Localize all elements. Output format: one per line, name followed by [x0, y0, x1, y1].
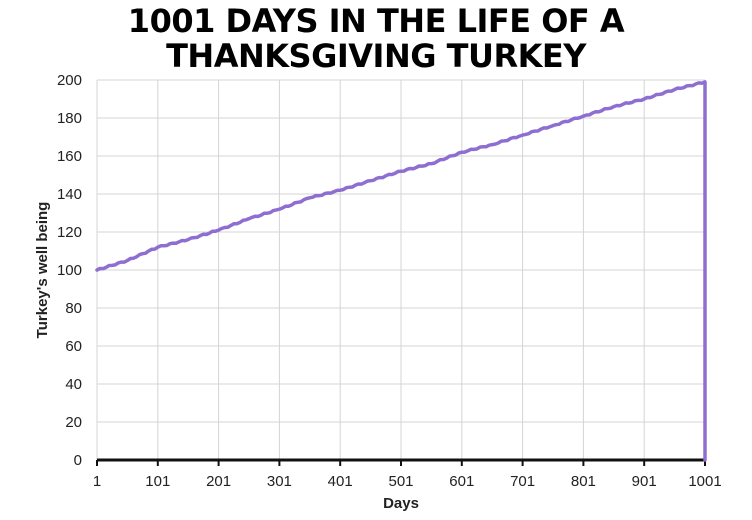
chart-title-line-1: 1001 DAYS IN THE LIFE OF A	[127, 2, 625, 40]
y-tick-label: 60	[65, 338, 82, 355]
x-tick-label: 401	[328, 473, 353, 490]
y-axis-label: Turkey's well being	[34, 202, 51, 339]
chart-title: 1001 DAYS IN THE LIFE OF A THANKSGIVING …	[0, 4, 752, 74]
y-tick-label: 160	[57, 148, 82, 165]
x-tick-label: 101	[145, 473, 170, 490]
y-tick-label: 80	[65, 300, 82, 317]
x-tick-label: 501	[388, 473, 413, 490]
grid	[96, 79, 706, 460]
series-layer	[95, 80, 707, 462]
x-tick-label: 201	[206, 473, 231, 490]
y-tick-label: 0	[74, 452, 82, 469]
axes	[96, 458, 706, 466]
y-tick-label: 100	[57, 262, 82, 279]
x-tick-labels: 1 101 201 301 401 501 601 701 801 901 1001	[93, 473, 722, 490]
y-tick-label: 120	[57, 224, 82, 241]
x-tick-label: 1	[93, 473, 101, 490]
y-tick-label: 140	[57, 186, 82, 203]
y-tick-label: 180	[57, 110, 82, 127]
x-tick-label: 301	[267, 473, 292, 490]
series-line	[95, 80, 707, 462]
x-tick-label: 701	[510, 473, 535, 490]
y-tick-label: 200	[57, 72, 82, 89]
y-tick-label: 20	[65, 414, 82, 431]
y-tick-labels: 0 20 40 60 80 100 120 140 160 180 200	[57, 72, 82, 469]
chart-title-line-2: THANKSGIVING TURKEY	[166, 37, 586, 75]
x-tick-label: 1001	[688, 473, 721, 490]
x-tick-label: 601	[449, 473, 474, 490]
x-axis-label: Days	[383, 495, 419, 512]
x-tick-label: 801	[571, 473, 596, 490]
x-tick-label: 901	[632, 473, 657, 490]
y-tick-label: 40	[65, 376, 82, 393]
